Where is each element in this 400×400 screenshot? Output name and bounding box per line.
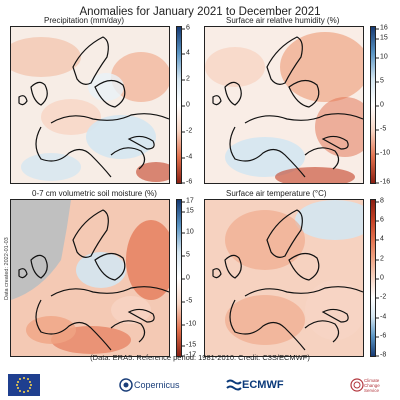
eu-flag-logo	[8, 372, 40, 398]
temperature-tick: 6	[376, 216, 384, 224]
humidity-tick: -16	[375, 178, 391, 186]
c3s-logo-text: Climate Change Service	[364, 377, 380, 393]
humidity-map	[204, 26, 364, 184]
precipitation-panel-label: Precipitation (mm/day)	[44, 16, 125, 25]
ecmwf-logo-text: ECMWF	[242, 379, 284, 391]
soil-moisture-tick: 0	[182, 274, 190, 282]
copernicus-logo-text: Copernicus	[134, 380, 180, 390]
soil-moisture-tick: 5	[182, 251, 190, 259]
temperature-map-svg	[205, 200, 363, 356]
soil-moisture-panel-label: 0-7 cm volumetric soil moisture (%)	[32, 189, 157, 198]
precipitation-tick: -6	[181, 178, 193, 186]
temperature-tick: -4	[375, 313, 387, 321]
humidity-tick: 10	[376, 53, 388, 61]
temperature-colorbar-ticks: 8 6 4 2 0 -2 -4 -6 -8	[375, 197, 398, 359]
precipitation-tick: -2	[181, 127, 193, 135]
humidity-tick: 16	[376, 24, 388, 32]
precipitation-map	[10, 26, 170, 184]
data-created-label: Data created: 2022-01-03	[4, 237, 10, 300]
soil-moisture-tick: 15	[182, 207, 194, 215]
temperature-colorbar	[370, 199, 376, 357]
precipitation-tick: 6	[182, 24, 190, 32]
soil-moisture-map-svg	[11, 200, 169, 356]
precipitation-tick: 4	[182, 49, 190, 57]
humidity-panel-label: Surface air relative humidity (%)	[226, 16, 340, 25]
logo-strip: Copernicus ECMWF Climate Change Service	[0, 372, 400, 398]
precipitation-colorbar	[176, 26, 182, 184]
temperature-tick: -2	[375, 293, 387, 301]
humidity-tick: -5	[375, 125, 387, 133]
footer-credit: (Data: ERA5. Reference period: 1981-2010…	[90, 353, 310, 362]
humidity-map-svg	[205, 27, 363, 183]
ecmwf-logo: ECMWF	[226, 372, 284, 398]
precipitation-tick: 2	[182, 75, 190, 83]
humidity-colorbar	[370, 26, 376, 184]
c3s-icon	[350, 378, 364, 392]
soil-moisture-colorbar-ticks: 17 15 10 5 0 -5 -10 -15 -17	[181, 197, 204, 359]
humidity-tick: 0	[376, 101, 384, 109]
eu-flag-icon	[8, 374, 40, 396]
temperature-tick: 2	[376, 255, 384, 263]
humidity-tick: 15	[376, 34, 388, 42]
soil-moisture-tick: -17	[181, 351, 197, 359]
copernicus-icon	[119, 378, 133, 392]
temperature-tick: 4	[376, 235, 384, 243]
precipitation-map-svg	[11, 27, 169, 183]
soil-moisture-map	[10, 199, 170, 357]
soil-moisture-tick: 10	[182, 228, 194, 236]
precipitation-tick: 0	[182, 101, 190, 109]
temperature-tick: 0	[376, 274, 384, 282]
soil-moisture-tick: -10	[181, 320, 197, 328]
ecmwf-icon	[226, 379, 242, 391]
page-title: Anomalies for January 2021 to December 2…	[79, 6, 321, 18]
temperature-tick: -6	[375, 332, 387, 340]
precipitation-tick: -4	[181, 153, 193, 161]
soil-moisture-tick: 17	[182, 197, 194, 205]
humidity-tick: -10	[375, 149, 391, 157]
temperature-panel-label: Surface air temperature (°C)	[226, 189, 327, 198]
soil-moisture-tick: -15	[181, 341, 197, 349]
temperature-tick: -8	[375, 351, 387, 359]
temperature-map	[204, 199, 364, 357]
humidity-colorbar-ticks: 16 15 10 5 0 -5 -10 -16	[375, 24, 398, 186]
soil-moisture-colorbar	[176, 199, 182, 357]
precipitation-colorbar-ticks: 6 4 2 0 -2 -4 -6	[181, 24, 204, 186]
copernicus-logo: Copernicus	[118, 372, 180, 398]
soil-moisture-tick: -5	[181, 297, 193, 305]
c3s-logo: Climate Change Service	[350, 372, 392, 398]
humidity-tick: 5	[376, 77, 384, 85]
temperature-tick: 8	[376, 197, 384, 205]
